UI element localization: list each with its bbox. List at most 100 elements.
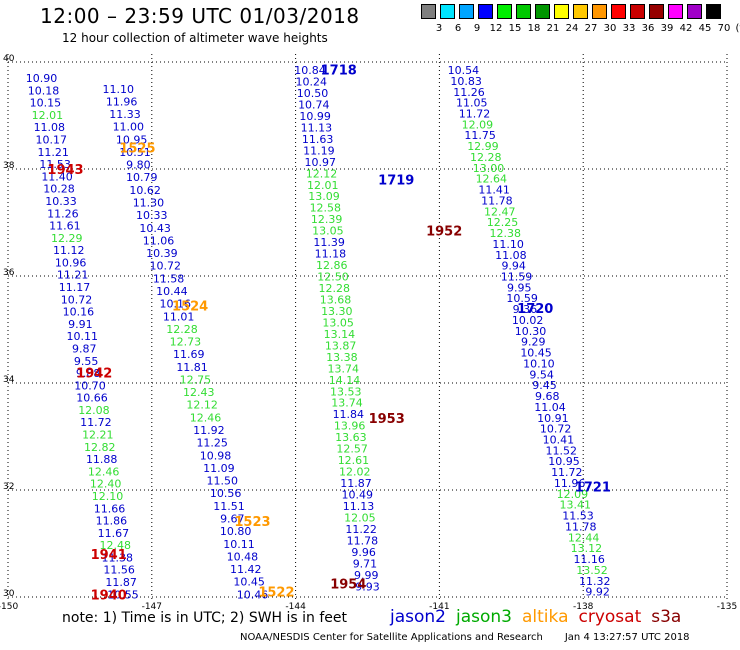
swh-reading: 9.99 [354, 569, 379, 582]
swh-reading: 10.97 [304, 156, 336, 169]
swh-reading: 11.87 [105, 576, 137, 589]
swh-reading: 12.47 [484, 205, 516, 218]
swh-reading: 11.21 [57, 269, 89, 282]
units-note: note: 1) Time is in UTC; 2) SWH is in fe… [62, 610, 348, 626]
swh-reading: 12.02 [339, 466, 371, 479]
scale-swatch [516, 4, 531, 19]
swh-reading: 13.68 [320, 293, 352, 306]
swh-reading: 9.88 [76, 367, 101, 380]
orbit-number-label: 1954 [330, 578, 366, 593]
scale-swatch [592, 4, 607, 19]
swh-reading: 9.36 [513, 303, 538, 316]
swh-reading: 11.05 [456, 97, 488, 110]
swh-reading: 11.13 [301, 121, 333, 134]
swh-reading: 13.52 [576, 564, 608, 577]
swh-reading: 13.74 [327, 362, 359, 375]
swh-reading: 11.26 [47, 207, 79, 220]
swh-reading: 13.41 [559, 499, 591, 512]
swh-reading: 10.84 [294, 64, 326, 77]
swh-reading: 11.53 [562, 510, 594, 523]
lat-tick-label: 36 [3, 268, 15, 278]
swh-reading: 12.12 [186, 399, 218, 412]
swh-reading: 10.70 [74, 379, 106, 392]
swh-reading: 12.12 [306, 167, 338, 180]
swh-reading: 11.08 [495, 249, 527, 262]
swh-reading: 10.10 [523, 357, 555, 370]
scale-swatch [630, 4, 645, 19]
scale-label: 6 [454, 23, 462, 34]
swh-reading: 11.04 [534, 401, 566, 414]
swh-reading: 11.81 [176, 361, 208, 374]
lon-tick-label: -141 [429, 602, 449, 612]
swh-reading: 11.25 [196, 437, 228, 450]
swh-reading: 9.54 [529, 368, 554, 381]
swh-reading: 11.08 [34, 121, 66, 134]
swh-reading: 12.46 [88, 465, 120, 478]
swh-reading: 10.16 [63, 306, 95, 319]
wave-height-readings: 10.9010.1810.1512.0111.0810.1711.2111.53… [26, 64, 611, 601]
swh-reading: 12.48 [100, 539, 132, 552]
swh-reading: 10.33 [136, 209, 168, 222]
swh-reading: 10.50 [297, 87, 329, 100]
swh-reading: 11.00 [113, 121, 145, 134]
swh-reading: 9.80 [126, 159, 151, 172]
swh-reading: 11.10 [102, 83, 134, 96]
swh-reading: 10.95 [116, 133, 148, 146]
swh-reading: 12.43 [183, 386, 215, 399]
lon-tick-label: -150 [0, 602, 18, 612]
swh-reading: 9.67 [220, 512, 245, 525]
scale-label: 33 [622, 23, 636, 34]
swh-reading: 9.95 [507, 281, 532, 294]
swh-reading: 11.10 [492, 238, 524, 251]
scale-swatch [497, 4, 512, 19]
scale-label: 36 [641, 23, 655, 34]
scale-swatch [573, 4, 588, 19]
swh-reading: 11.51 [213, 500, 245, 513]
swh-reading: 10.16 [160, 298, 192, 311]
swh-reading: 11.19 [303, 144, 335, 157]
swh-reading: 11.84 [333, 408, 365, 421]
swh-reading: 12.28 [166, 323, 198, 336]
lon-tick-label: -135 [717, 602, 737, 612]
footer: NOAA/NESDIS Center for Satellite Applica… [240, 632, 690, 643]
swh-reading: 13.63 [335, 431, 367, 444]
legend-cryosat: cryosat [578, 607, 642, 627]
swh-reading: 11.66 [94, 502, 126, 515]
swh-reading: 13.05 [322, 316, 354, 329]
scale-label: 45 [698, 23, 712, 34]
swh-reading: 10.55 [107, 588, 139, 601]
swh-reading: 11.01 [163, 310, 195, 323]
swh-reading: 11.67 [98, 527, 130, 540]
scale-swatch [687, 4, 702, 19]
swh-reading: 12.09 [557, 488, 589, 501]
scale-swatch [649, 4, 664, 19]
swh-reading: 10.99 [299, 110, 331, 123]
scale-label: 21 [546, 23, 560, 34]
lon-tick-label: -144 [285, 602, 306, 612]
swh-reading: 9.91 [68, 318, 93, 331]
orbit-number-label: 1524 [172, 299, 208, 314]
swh-reading: 9.92 [585, 586, 610, 599]
swh-reading: 11.41 [478, 184, 510, 197]
swh-reading: 10.41 [543, 434, 575, 447]
swh-reading: 12.82 [84, 441, 116, 454]
map-subtitle: 12 hour collection of altimeter wave hei… [62, 31, 328, 45]
swh-reading: 10.45 [520, 347, 552, 360]
swh-reading: 12.57 [336, 443, 368, 456]
swh-reading: 11.88 [86, 453, 118, 466]
swh-reading: 10.02 [512, 314, 544, 327]
lon-tick-label: -147 [142, 602, 162, 612]
swh-reading: 10.17 [36, 134, 68, 147]
swh-reading: 13.09 [308, 190, 340, 203]
swh-reading: 12.28 [319, 282, 351, 295]
scale-label: 42 [679, 23, 693, 34]
swh-reading: 9.29 [521, 336, 546, 349]
swh-reading: 10.66 [76, 392, 108, 405]
swh-reading: 10.30 [515, 325, 547, 338]
swh-reading: 11.92 [193, 424, 225, 437]
swh-reading: 12.50 [317, 271, 349, 284]
scale-swatch [440, 4, 455, 19]
swh-reading: 11.12 [53, 244, 85, 257]
swh-reading: 13.14 [324, 328, 356, 341]
axis-ticks: -150 -147 -144 -141 -138 -135 40 38 36 34 32 30 [0, 54, 737, 612]
